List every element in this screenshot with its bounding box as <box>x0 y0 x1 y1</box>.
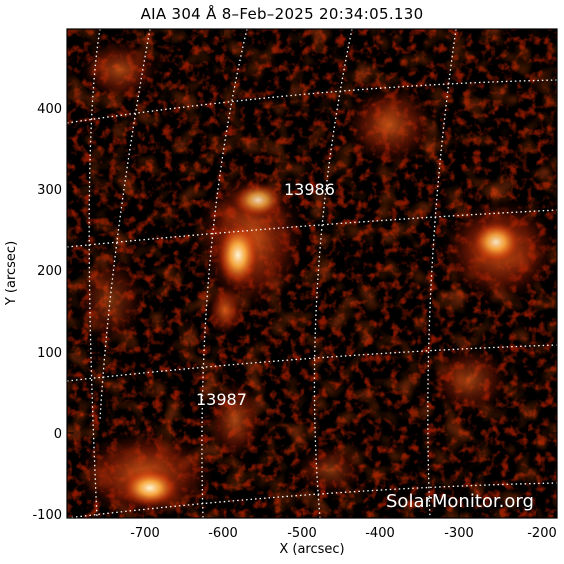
y-tick-label: -100 <box>32 508 62 523</box>
y-tick-label: 100 <box>37 346 62 361</box>
watermark-text: SolarMonitor.org <box>386 491 534 512</box>
plage-southeast <box>430 345 510 415</box>
x-tick-label: -300 <box>444 526 474 541</box>
heliographic-grid <box>67 29 557 518</box>
plage-south <box>295 445 365 495</box>
y-tick-label: 0 <box>54 427 62 442</box>
grid-longitude-line <box>201 29 248 518</box>
x-tick-label: -600 <box>208 526 238 541</box>
y-axis-tick-labels: -100 0 100 200 300 400 <box>32 102 62 523</box>
plage-northwest <box>80 40 160 100</box>
x-axis-ticks <box>144 29 538 518</box>
x-axis-title: X (arcsec) <box>279 542 344 557</box>
plage-13986-core <box>216 221 260 289</box>
plage-13986-north <box>232 182 284 218</box>
y-tick-label: 400 <box>37 102 62 117</box>
plage-13987 <box>207 380 263 460</box>
active-region-label: 13986 <box>284 180 335 199</box>
y-axis-title: Y (arcsec) <box>4 241 19 306</box>
x-tick-label: -500 <box>287 526 317 541</box>
plage-north <box>345 85 435 165</box>
y-tick-label: 200 <box>37 264 62 279</box>
plage-13986-south <box>207 284 243 336</box>
x-axis-tick-labels: -700 -600 -500 -400 -300 -200 <box>130 526 557 541</box>
plot-frame <box>66 28 558 519</box>
y-axis-ticks <box>67 107 557 515</box>
plage-southwest-core <box>120 468 180 508</box>
image-title: AIA 304 Å 8–Feb–2025 20:34:05.130 <box>140 5 424 23</box>
grid-longitude-line <box>99 29 151 421</box>
x-tick-label: -700 <box>130 526 160 541</box>
plage-west <box>75 255 145 345</box>
plage-east-core <box>470 220 522 264</box>
active-region-label: 13987 <box>196 390 247 409</box>
solar-image: 13986 13987 SolarMonitor.org <box>67 29 557 518</box>
x-tick-label: -200 <box>527 526 557 541</box>
y-tick-label: 300 <box>37 183 62 198</box>
x-tick-label: -400 <box>365 526 395 541</box>
